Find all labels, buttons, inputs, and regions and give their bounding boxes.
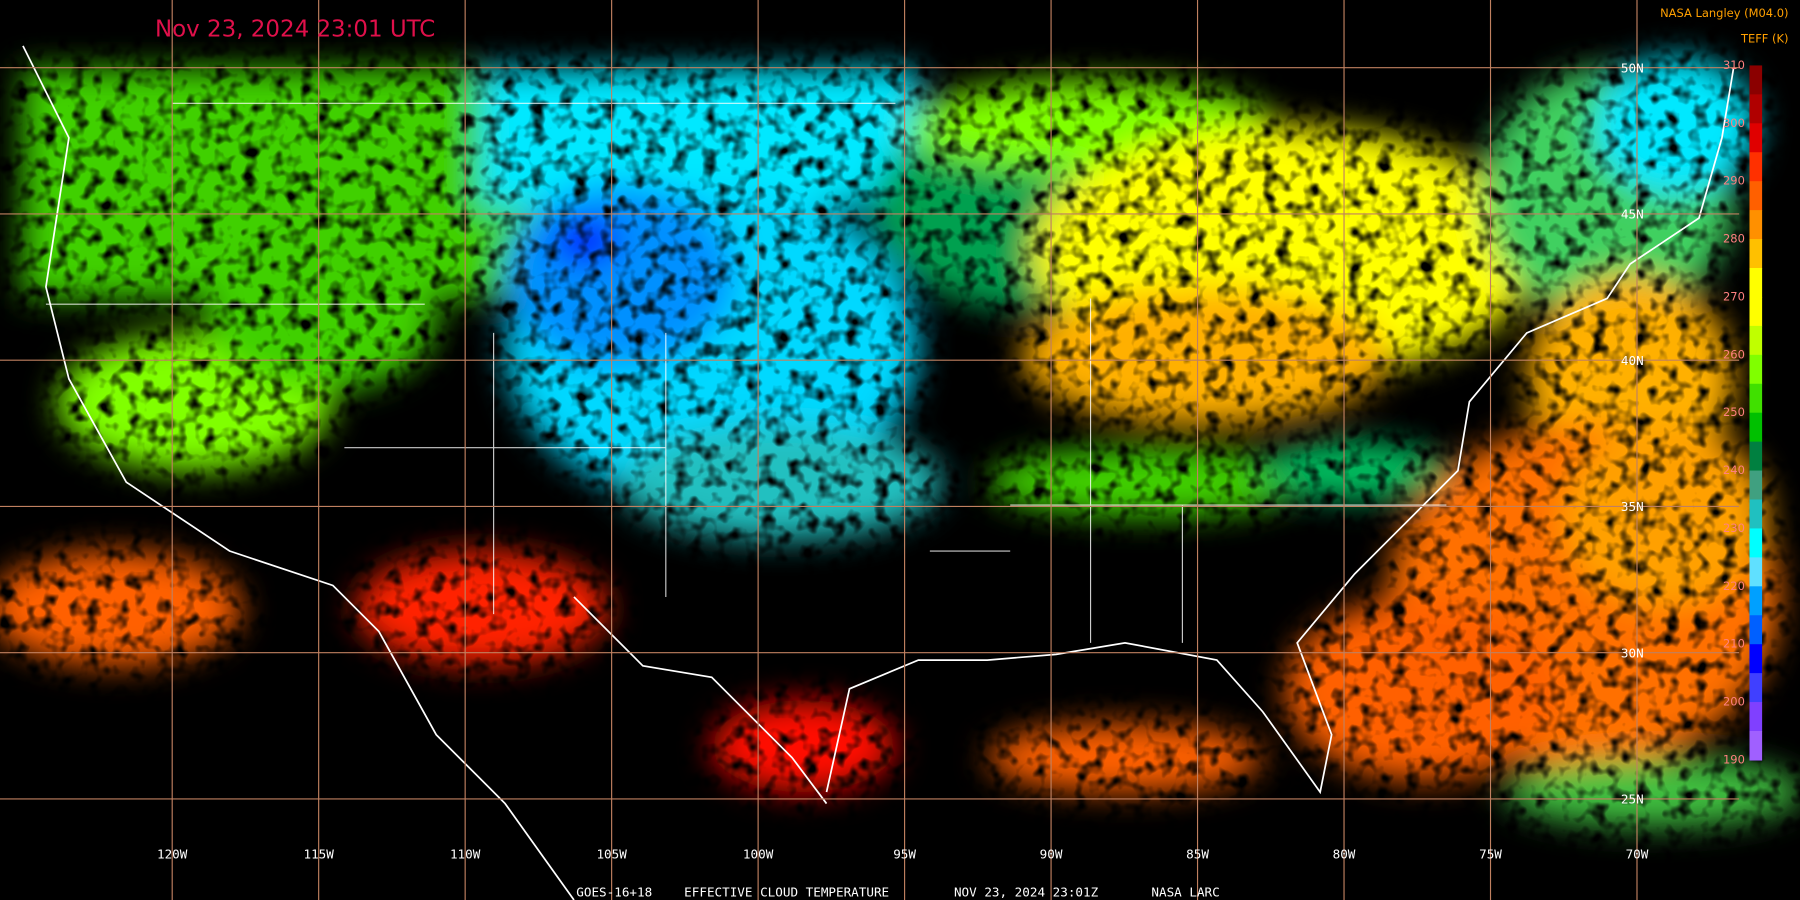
longitude-label: 100W xyxy=(743,847,774,862)
longitude-label: 75W xyxy=(1479,847,1502,862)
colorbar-segment xyxy=(1749,123,1763,153)
footer-credit: NASA LARC xyxy=(1151,885,1219,900)
latitude-label: 40N xyxy=(1621,353,1644,368)
colorbar-segment xyxy=(1749,528,1763,558)
colorbar-segment xyxy=(1749,557,1763,587)
longitude-label: 70W xyxy=(1626,847,1649,862)
latitude-label: 25N xyxy=(1621,792,1644,807)
footer-product: EFFECTIVE CLOUD TEMPERATURE xyxy=(684,885,889,900)
longitude-label: 115W xyxy=(303,847,334,862)
longitude-label: 110W xyxy=(450,847,481,862)
colorbar-segment xyxy=(1749,239,1763,269)
colorbar-segment xyxy=(1749,731,1763,761)
colorbar-tick-label: 290 xyxy=(1723,174,1745,188)
colorbar-tick-label: 220 xyxy=(1723,579,1745,593)
colorbar-tick-label: 260 xyxy=(1723,347,1745,361)
colorbar-title: TEFF (K) xyxy=(1740,31,1789,45)
footer-satellite: GOES-16+18 xyxy=(576,885,652,900)
colorbar-segment xyxy=(1749,181,1763,211)
colorbar-segment xyxy=(1749,296,1763,327)
colorbar-segment xyxy=(1749,152,1763,182)
longitude-label: 105W xyxy=(596,847,627,862)
colorbar-tick-label: 310 xyxy=(1723,58,1745,72)
latitude-label: 45N xyxy=(1621,207,1644,222)
colorbar-tick-label: 190 xyxy=(1723,752,1745,766)
colorbar-tick-label: 240 xyxy=(1723,463,1745,477)
source: NASA Langley (M04.0) xyxy=(1660,6,1788,20)
colorbar-segment xyxy=(1749,702,1763,732)
footer-time: NOV 23, 2024 23:01Z xyxy=(954,885,1099,900)
longitude-label: 90W xyxy=(1040,847,1063,862)
state-borders xyxy=(45,102,1447,643)
longitude-label: 120W xyxy=(157,847,188,862)
colorbar-tick-label: 300 xyxy=(1723,116,1745,130)
colorbar-tick-label: 270 xyxy=(1723,289,1745,303)
colorbar-tick-label: 210 xyxy=(1723,637,1745,651)
colorbar-segment xyxy=(1749,210,1763,240)
colorbar-tick-label: 230 xyxy=(1723,521,1745,535)
colorbar-segment xyxy=(1749,673,1763,703)
colorbar-segment xyxy=(1749,94,1763,124)
colorbar-segment xyxy=(1749,586,1763,616)
timestamp: Nov 23, 2024 23:01 UTC xyxy=(155,17,435,43)
colorbar-segment xyxy=(1749,441,1763,472)
longitude-label: 95W xyxy=(893,847,916,862)
coastline xyxy=(22,45,1735,900)
colorbar-segment xyxy=(1749,268,1763,298)
colorbar-segment xyxy=(1749,499,1763,530)
longitude-label: 80W xyxy=(1333,847,1356,862)
colorbar-tick-label: 280 xyxy=(1723,232,1745,246)
colorbar-segment xyxy=(1749,412,1763,443)
colorbar-segment xyxy=(1749,470,1763,501)
colorbar-segment xyxy=(1749,383,1763,414)
colorbar-tick-label: 250 xyxy=(1723,405,1745,419)
colorbar-segment xyxy=(1749,615,1763,645)
colorbar-segment xyxy=(1749,644,1763,674)
latitude-label: 35N xyxy=(1621,499,1644,514)
latitude-label: 50N xyxy=(1621,60,1644,75)
colorbar: 310 300 290 280 270 260 250 240 230 220 210 200 190 xyxy=(1723,58,1763,766)
latitude-label: 30N xyxy=(1621,645,1644,660)
longitude-label: 85W xyxy=(1186,847,1209,862)
colorbar-tick-label: 200 xyxy=(1723,695,1745,709)
colorbar-segment xyxy=(1749,325,1763,356)
lat-lon-grid: 120W 115W 110W 105W 100W 95W 90W 85W 80W 75W 70W 50… xyxy=(0,0,1740,900)
colorbar-segment xyxy=(1749,354,1763,385)
colorbar-segment xyxy=(1749,65,1763,95)
